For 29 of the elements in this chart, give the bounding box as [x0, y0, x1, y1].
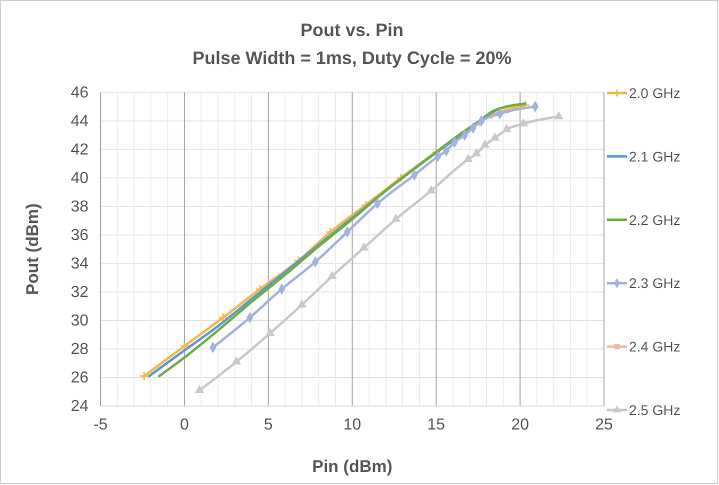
x-axis-title: Pin (dBm)	[312, 457, 392, 476]
y-tick-label: 38	[70, 198, 89, 216]
y-tick-label: 24	[70, 398, 89, 416]
y-tick-label: 26	[70, 370, 89, 387]
y-tick-label: 46	[70, 84, 89, 102]
x-tick-label: 25	[595, 416, 613, 434]
y-axis-title: Pout (dBm)	[23, 203, 42, 295]
legend-label: 2.3 GHz	[629, 275, 680, 292]
x-tick-label: 10	[343, 416, 362, 434]
y-tick-label: 30	[70, 312, 89, 330]
x-tick-label: 5	[264, 416, 273, 434]
y-tick-label: 36	[70, 227, 89, 244]
x-tick-label: 15	[427, 416, 446, 434]
chart-title: Pout vs. Pin	[300, 20, 404, 40]
y-tick-label: 42	[70, 141, 89, 158]
x-tick-label: 0	[180, 416, 189, 434]
x-tick-label: -5	[93, 416, 108, 434]
y-tick-label: 32	[70, 284, 89, 302]
y-tick-label: 44	[70, 112, 89, 130]
legend-label: 2.4 GHz	[629, 338, 680, 355]
x-tick-label: 20	[511, 416, 530, 434]
chart-subtitle: Pulse Width = 1ms, Duty Cycle = 20%	[192, 48, 512, 68]
legend-label: 2.5 GHz	[629, 402, 680, 418]
y-tick-label: 40	[70, 170, 89, 187]
legend-label: 2.2 GHz	[629, 212, 680, 228]
legend-label: 2.0 GHz	[629, 85, 680, 101]
y-tick-label: 28	[70, 341, 89, 358]
y-tick-label: 34	[70, 256, 89, 273]
legend-label: 2.1 GHz	[629, 148, 680, 164]
